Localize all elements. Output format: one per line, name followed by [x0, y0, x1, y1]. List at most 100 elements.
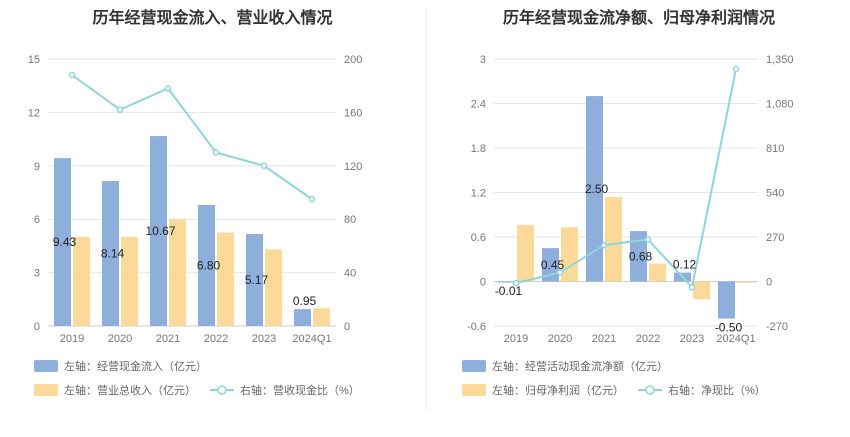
y-left-tick-label: 9 [34, 161, 40, 173]
line-point [260, 162, 268, 170]
y-left-tick-label: 1.2 [471, 188, 486, 200]
legend-marker [645, 385, 655, 395]
bar-series-2 [313, 308, 330, 326]
bar-series-2 [517, 225, 534, 282]
x-tick-label: 2020 [548, 333, 572, 345]
x-tick-label: 2020 [108, 333, 132, 345]
line-point [600, 241, 608, 249]
line-point [212, 149, 220, 156]
x-tick-label: 2022 [636, 333, 660, 345]
line-series [515, 68, 737, 290]
data-label: 2.50 [585, 182, 609, 196]
data-label: 5.17 [245, 273, 269, 287]
bar-series-1 [718, 281, 735, 319]
y-right-tick-label: 80 [344, 214, 356, 226]
y-right-tick-label: 0 [344, 321, 350, 333]
line-point [732, 65, 740, 73]
y-left-tick-label: 0 [34, 321, 40, 333]
line-point [68, 71, 76, 79]
data-label: 8.14 [101, 247, 125, 261]
line-point [556, 269, 564, 276]
bar-series-2 [217, 232, 234, 326]
chart-title: 历年经营现金流净额、归母净利润情况 [502, 10, 775, 27]
bar-series-2 [649, 263, 666, 282]
line-point [116, 106, 124, 113]
panel-divider [426, 10, 427, 410]
data-label: 0.68 [629, 249, 653, 263]
x-tick-label: 2023 [680, 333, 704, 345]
y-left-tick-label: 12 [28, 107, 40, 119]
y-left-tick-label: -0.6 [467, 321, 486, 333]
y-left-tick-label: 3 [480, 54, 486, 66]
line-point [164, 85, 172, 92]
y-right-tick-label: 1,080 [766, 99, 794, 111]
chart-title: 历年经营现金流入、营业收入情况 [92, 10, 333, 27]
y-left-tick-label: 0.6 [471, 232, 486, 244]
bar-series-1 [586, 96, 603, 282]
x-tick-label: 2021 [156, 333, 180, 345]
y-right-tick-label: 1,350 [766, 54, 794, 66]
bar-series-1 [294, 309, 311, 326]
bar-series-2 [561, 227, 578, 282]
chart-panel-right: 历年经营现金流净额、归母净利润情况 -0.6 0 0.6 1.2 1.8 2.4 3 -270… [428, 0, 850, 437]
x-tick-label: 2019 [60, 333, 84, 345]
line-point [512, 279, 520, 287]
chart-svg: 0 3 6 9 12 15 0 40 80 120 160 200 2019 2020 2021 2022 20… [28, 54, 363, 397]
y-right-tick-label: 0 [766, 277, 772, 289]
y-left-tick-label: 0 [480, 277, 486, 289]
legend-swatch [462, 360, 486, 372]
legend-label: 左轴：归母净利润（亿元） [492, 383, 624, 397]
bar-series-1 [246, 233, 263, 326]
line-point [688, 284, 696, 291]
legend-swatch [34, 360, 58, 372]
y-right-tick-label: -270 [766, 321, 788, 333]
x-tick-label: 2024Q1 [292, 333, 331, 345]
x-tick-label: 2021 [592, 333, 616, 345]
chart-panel-left: 历年经营现金流入、营业收入情况 0 3 6 9 12 15 0 40 80 120 160 200 20… [28, 10, 363, 397]
y-left-tick-label: 3 [34, 268, 40, 280]
line-point [308, 195, 316, 203]
legend-label: 右轴：营收现金比（%） [240, 383, 360, 397]
data-label: -0.01 [495, 284, 523, 298]
legend-label: 右轴：净现比（%） [668, 383, 766, 397]
y-right-tick-label: 540 [766, 188, 784, 200]
bar-series-2 [265, 249, 282, 326]
data-label: 0.45 [541, 258, 565, 272]
y-left-tick-label: 15 [28, 54, 40, 66]
x-tick-label: 2019 [504, 333, 528, 345]
data-label: 9.43 [53, 235, 77, 249]
bar-series-1 [102, 181, 119, 326]
legend-label: 左轴：营业总收入（亿元） [64, 383, 196, 397]
bar-series-1 [54, 158, 71, 326]
y-right-tick-label: 810 [766, 143, 784, 155]
line-series [71, 74, 313, 200]
y-left-tick-label: 6 [34, 214, 40, 226]
legend-label: 左轴：经营活动现金流净额（亿元） [492, 359, 668, 373]
bar-series-2 [169, 219, 186, 326]
y-right-tick-label: 200 [344, 54, 362, 66]
legend-marker [217, 385, 227, 395]
x-tick-label: 2023 [252, 333, 276, 345]
x-tick-label: 2024Q1 [716, 333, 755, 345]
bar-series-2 [121, 237, 138, 326]
line-point [644, 236, 652, 243]
data-label: 6.80 [197, 258, 221, 272]
legend-label: 左轴：经营现金流入（亿元） [64, 359, 207, 373]
chart-svg: -0.6 0 0.6 1.2 1.8 2.4 3 -270 0 270 540 810 1,080 1,3… [462, 54, 794, 397]
bar-series-1 [150, 136, 167, 326]
data-label: 10.67 [145, 224, 175, 238]
data-label: 0.95 [293, 294, 317, 308]
y-right-tick-label: 160 [344, 107, 362, 119]
data-label: -0.50 [715, 321, 743, 335]
y-right-tick-label: 120 [344, 161, 362, 173]
y-left-tick-label: 2.4 [471, 99, 486, 111]
bar-series-2 [73, 237, 90, 326]
data-label: 0.12 [673, 258, 697, 272]
bar-series-1 [498, 281, 515, 283]
bar-series-1 [198, 204, 215, 326]
y-left-tick-label: 1.8 [471, 143, 486, 155]
x-tick-label: 2022 [204, 333, 228, 345]
bar-series-1 [630, 231, 647, 282]
bar-series-2 [737, 281, 754, 283]
bar-series-2 [605, 196, 622, 282]
